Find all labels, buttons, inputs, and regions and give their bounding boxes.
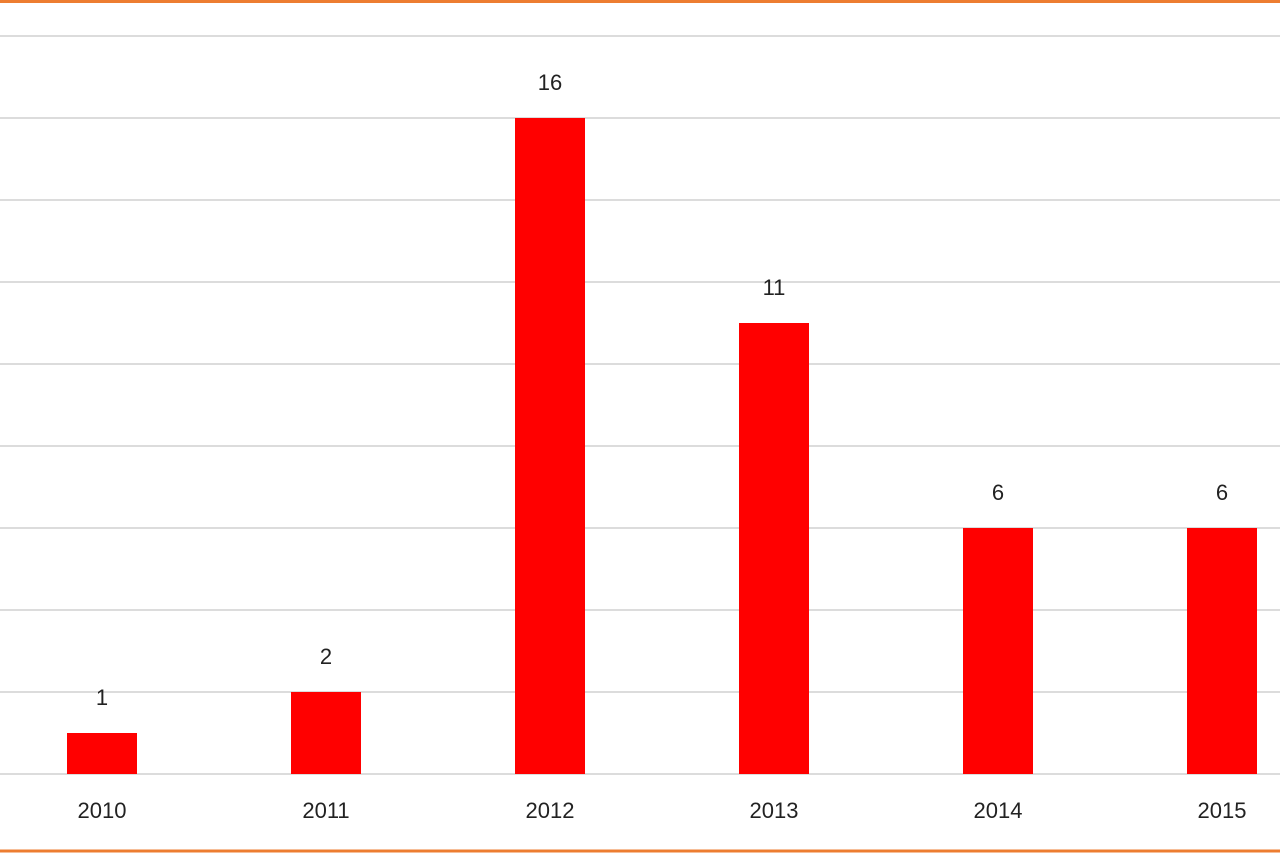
x-tick-label: 2015 <box>1198 798 1247 823</box>
data-label: 6 <box>992 480 1004 505</box>
data-label: 1 <box>96 685 108 710</box>
bar <box>963 528 1033 774</box>
x-tick-label: 2013 <box>750 798 799 823</box>
bar <box>291 692 361 774</box>
x-tick-label: 2012 <box>526 798 575 823</box>
bar <box>739 323 809 774</box>
data-label: 16 <box>538 70 562 95</box>
data-label: 11 <box>763 275 786 300</box>
bar <box>67 733 137 774</box>
data-label: 6 <box>1216 480 1228 505</box>
bar <box>515 118 585 774</box>
bar <box>1187 528 1257 774</box>
x-tick-label: 2010 <box>78 798 127 823</box>
x-tick-label: 2014 <box>974 798 1023 823</box>
data-label: 2 <box>320 644 332 669</box>
x-tick-label: 2011 <box>302 798 349 823</box>
